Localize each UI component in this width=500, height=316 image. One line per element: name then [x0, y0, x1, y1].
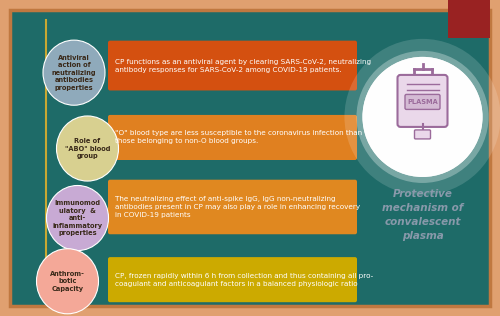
Text: Immunomod
ulatory  &
anti-
inflammatory
properties: Immunomod ulatory & anti- inflammatory p… [52, 200, 102, 236]
FancyBboxPatch shape [108, 115, 357, 160]
Text: CP, frozen rapidly within 6 h from collection and thus containing all pro-
coagu: CP, frozen rapidly within 6 h from colle… [115, 273, 373, 287]
Text: The neutralizing effect of anti-spike IgG, IgG non-neutralizing
antibodies prese: The neutralizing effect of anti-spike Ig… [115, 196, 360, 218]
Text: Role of
"ABO" blood
group: Role of "ABO" blood group [65, 138, 110, 159]
Circle shape [362, 57, 482, 177]
Text: CP functions as an antiviral agent by clearing SARS-CoV-2, neutralizing
antibody: CP functions as an antiviral agent by cl… [115, 58, 371, 73]
FancyBboxPatch shape [405, 94, 440, 109]
FancyBboxPatch shape [108, 41, 357, 90]
Text: PLASMA: PLASMA [407, 99, 438, 105]
Text: Protective
mechanism of
convalescent
plasma: Protective mechanism of convalescent pla… [382, 189, 463, 241]
Circle shape [356, 51, 488, 183]
Ellipse shape [36, 249, 98, 314]
Ellipse shape [46, 185, 108, 251]
FancyBboxPatch shape [108, 257, 357, 302]
FancyBboxPatch shape [414, 130, 430, 139]
Text: "O" blood type are less susceptible to the coronavirus infection than
those belo: "O" blood type are less susceptible to t… [115, 131, 362, 144]
Circle shape [344, 39, 500, 195]
Ellipse shape [56, 116, 118, 181]
Text: Anthrom-
botic
Capacity: Anthrom- botic Capacity [50, 271, 85, 292]
Text: Antiviral
action of
neutralizing
antibodies
properties: Antiviral action of neutralizing antibod… [52, 55, 96, 91]
FancyBboxPatch shape [398, 75, 448, 127]
FancyBboxPatch shape [10, 10, 490, 306]
FancyBboxPatch shape [108, 180, 357, 234]
Circle shape [362, 57, 482, 177]
Ellipse shape [43, 40, 105, 105]
Bar [448, 0, 490, 38]
